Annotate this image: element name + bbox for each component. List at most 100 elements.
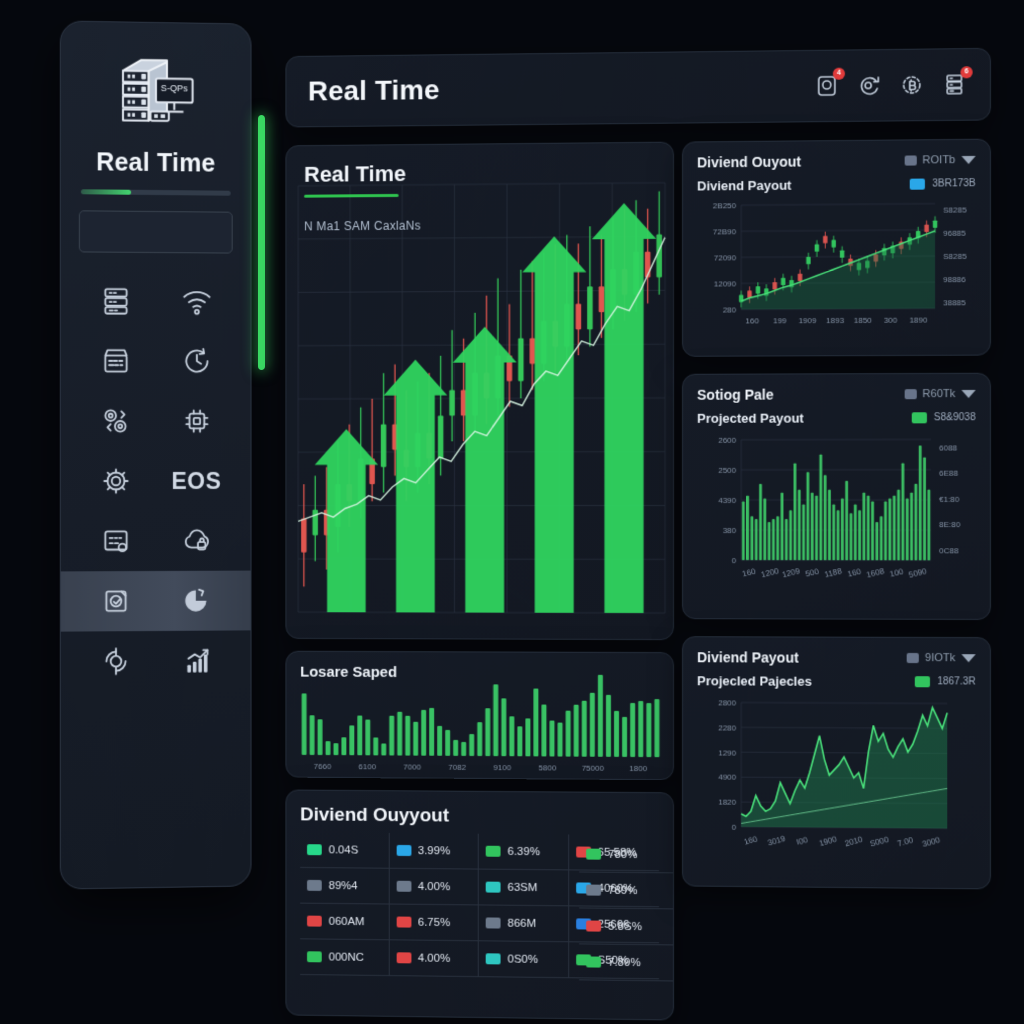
cell-value: 63SM bbox=[507, 881, 538, 894]
rp3-subheader: Projecled Pajecles 1867.3R bbox=[697, 673, 976, 689]
wifi-icon[interactable] bbox=[156, 284, 237, 318]
server-rack-icon[interactable] bbox=[75, 283, 156, 318]
status-chip bbox=[485, 845, 501, 857]
cell-value: 4.00% bbox=[417, 880, 451, 893]
dividend-payout-candles-panel: Diviend Ouyout ROITb Diviend Payout 3BR1… bbox=[682, 138, 991, 357]
sidebar-row-7[interactable] bbox=[61, 630, 251, 691]
refresh-circle-icon[interactable] bbox=[75, 644, 156, 679]
bar-growth-icon[interactable] bbox=[156, 643, 237, 678]
cell-value: 6.75% bbox=[417, 916, 451, 929]
sync-cloud-icon[interactable] bbox=[856, 72, 882, 98]
sidebar-row-2[interactable] bbox=[61, 331, 251, 392]
bitcoin-target-icon[interactable] bbox=[899, 72, 925, 98]
cell-value: 000NC bbox=[328, 951, 364, 964]
rp3-header: Diviend Payout 9IOTk bbox=[697, 649, 976, 666]
status-chip bbox=[396, 916, 411, 928]
rp2-dropdown[interactable]: R60Tk bbox=[904, 387, 976, 401]
svg-text:1800: 1800 bbox=[629, 764, 647, 773]
sidebar-brand-title: Real Time bbox=[96, 148, 216, 178]
table-cell: 6.75% bbox=[389, 904, 479, 942]
losare-saped-panel: 7660 6100 7000 7082 9100 5800 75000 1800 Losare… bbox=[285, 650, 675, 781]
gear-icon[interactable] bbox=[75, 464, 156, 498]
chevron-down-icon[interactable] bbox=[961, 389, 976, 399]
eos-label: EOS bbox=[171, 467, 222, 494]
svg-text:S8285: S8285 bbox=[943, 252, 967, 261]
sidebar-row-6-active[interactable] bbox=[60, 570, 251, 632]
clock-refresh-icon[interactable] bbox=[156, 344, 237, 378]
sidebar-row-1[interactable] bbox=[61, 270, 251, 331]
svg-text:199: 199 bbox=[773, 316, 787, 325]
rp1-dropdown[interactable]: ROITb bbox=[904, 154, 976, 167]
main-chart-subtitle: N Ma1 SAM CaxlaNs bbox=[304, 218, 421, 234]
rp1-subtitle: Diviend Payout bbox=[697, 177, 792, 194]
chevron-down-icon[interactable] bbox=[961, 155, 976, 165]
status-chip bbox=[485, 881, 501, 893]
chevron-down-icon[interactable] bbox=[961, 654, 976, 663]
server-list-icon[interactable]: 6 bbox=[941, 66, 973, 97]
svg-text:380: 380 bbox=[723, 526, 737, 535]
rp3-dropdown[interactable]: 9IOTk bbox=[906, 652, 976, 664]
status-chip bbox=[586, 848, 602, 860]
rp3-legend-swatch bbox=[914, 676, 931, 688]
rp1-title: Diviend Ouyout bbox=[697, 153, 802, 171]
rp2-dropdown-swatch bbox=[904, 389, 917, 400]
svg-text:3019: 3019 bbox=[767, 834, 787, 848]
table-cell: 4.00% bbox=[389, 868, 479, 906]
dividend-table-panel: Diviend Ouyyout 0.04S 3.99% 6.39% 65.58% 89%… bbox=[285, 789, 675, 1021]
rp2-dropdown-label: R60Tk bbox=[922, 387, 956, 401]
eos-text-icon[interactable]: EOS bbox=[156, 467, 237, 494]
sidebar-progress-fill bbox=[80, 189, 131, 195]
svg-text:6E88: 6E88 bbox=[939, 469, 959, 478]
svg-text:1608: 1608 bbox=[866, 566, 886, 579]
chip-shield-icon[interactable] bbox=[156, 404, 237, 438]
svg-text:96885: 96885 bbox=[943, 229, 966, 238]
search-input[interactable] bbox=[79, 211, 232, 253]
rp1-subheader: Diviend Payout 3BR173B bbox=[697, 176, 976, 194]
rp3-legend-label: 1867.3R bbox=[937, 676, 976, 688]
sidebar-row-4[interactable]: EOS bbox=[61, 451, 251, 511]
node-network-icon[interactable] bbox=[75, 404, 156, 438]
svg-text:1820: 1820 bbox=[718, 798, 736, 807]
main-chart-canvas bbox=[286, 143, 674, 641]
content-area: Real Time 4 bbox=[285, 47, 991, 1021]
cell-value: 89%4 bbox=[328, 879, 358, 892]
sidebar-row-5[interactable] bbox=[61, 511, 251, 572]
rp3-title: Diviend Payout bbox=[697, 649, 799, 666]
cell-value: 789% bbox=[608, 884, 638, 897]
status-chip bbox=[396, 880, 411, 892]
sidebar-row-3[interactable] bbox=[61, 391, 251, 451]
svg-text:160: 160 bbox=[847, 567, 863, 579]
accent-rail bbox=[258, 115, 265, 370]
rp2-legend-swatch bbox=[911, 412, 927, 424]
svg-text:8E:80: 8E:80 bbox=[939, 521, 961, 530]
svg-text:1188: 1188 bbox=[824, 566, 844, 579]
cell-value: 5.8S% bbox=[608, 920, 642, 933]
svg-text:S8285: S8285 bbox=[943, 205, 967, 214]
status-chip bbox=[307, 879, 322, 891]
cell-value: 3.99% bbox=[417, 844, 451, 857]
server-list-badge: 6 bbox=[960, 66, 973, 79]
pie-chart-icon[interactable] bbox=[156, 584, 237, 618]
svg-text:0: 0 bbox=[732, 556, 737, 565]
table-cell: 89%4 bbox=[300, 867, 390, 905]
camera-icon[interactable]: 4 bbox=[814, 67, 845, 99]
cloud-lock-icon[interactable] bbox=[156, 524, 237, 558]
table-cell: 4.00% bbox=[389, 940, 479, 978]
search-input-wrap[interactable] bbox=[78, 210, 233, 254]
status-chip bbox=[396, 952, 411, 964]
rp2-header: Sotiog Pale R60Tk bbox=[697, 386, 976, 403]
svg-text:0C88: 0C88 bbox=[939, 546, 959, 555]
dividend-table-title: Diviend Ouyyout bbox=[300, 804, 449, 827]
code-window-icon[interactable] bbox=[75, 524, 156, 558]
svg-text:2280: 2280 bbox=[718, 723, 736, 732]
status-chip bbox=[485, 917, 501, 929]
svg-text:1850: 1850 bbox=[854, 316, 873, 325]
screen-scan-icon[interactable] bbox=[75, 584, 156, 618]
table-cell: 63SM bbox=[478, 869, 569, 907]
svg-text:7.00: 7.00 bbox=[896, 835, 914, 848]
cell-value: 0S0% bbox=[507, 953, 539, 966]
status-chip bbox=[586, 884, 602, 896]
terminal-box-icon[interactable] bbox=[75, 344, 156, 378]
sidebar-progress-bar bbox=[80, 189, 231, 196]
